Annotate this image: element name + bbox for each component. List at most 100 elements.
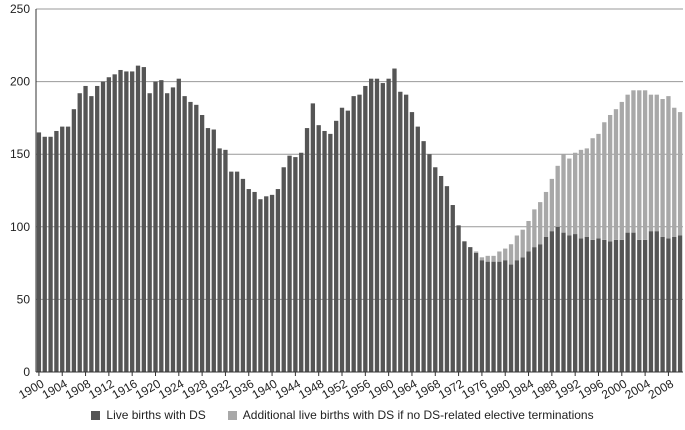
- bar: [65, 126, 71, 372]
- bar: [497, 251, 502, 262]
- y-tick-label: 50: [17, 292, 31, 306]
- bar: [538, 202, 543, 245]
- legend-label: Additional live births with DS if no DS-…: [242, 408, 594, 422]
- bar: [543, 236, 549, 372]
- bar: [322, 130, 327, 372]
- bar: [584, 148, 589, 237]
- bar: [468, 247, 473, 372]
- bar: [205, 128, 211, 372]
- bar: [479, 260, 485, 372]
- y-tick-label: 100: [10, 220, 30, 234]
- bar: [532, 209, 537, 248]
- bar: [42, 136, 47, 372]
- bar: [456, 225, 461, 372]
- bar: [473, 251, 479, 253]
- bar: [176, 78, 181, 373]
- bar: [561, 154, 566, 233]
- bar: [520, 229, 525, 258]
- bar: [380, 83, 385, 372]
- bar: [240, 178, 246, 372]
- bar: [479, 257, 485, 261]
- bar: [264, 196, 269, 372]
- bar: [369, 78, 374, 373]
- bar: [532, 247, 537, 372]
- y-tick-label: 250: [10, 2, 30, 16]
- bar: [374, 78, 380, 373]
- bar: [520, 257, 525, 372]
- bar: [310, 103, 316, 372]
- bar: [211, 129, 216, 372]
- bar: [269, 194, 275, 372]
- bar: [602, 122, 607, 240]
- bar: [258, 199, 263, 372]
- bar: [287, 155, 292, 372]
- bar: [299, 152, 304, 372]
- bar: [147, 93, 152, 372]
- bar: [666, 238, 671, 372]
- y-tick-label: 0: [23, 365, 30, 379]
- bar: [555, 226, 560, 372]
- bar: [648, 231, 654, 372]
- bar: [462, 241, 467, 372]
- bar: [648, 94, 654, 232]
- bar: [619, 239, 624, 372]
- bar: [654, 94, 659, 232]
- bar: [590, 239, 595, 372]
- legend-item: Additional live births with DS if no DS-…: [227, 408, 594, 422]
- x-tick-label: 2008: [646, 376, 676, 402]
- bar: [549, 231, 555, 372]
- bar: [83, 85, 88, 373]
- bar: [596, 133, 601, 239]
- bar: [135, 65, 141, 373]
- bar: [229, 171, 234, 372]
- bar: [514, 260, 520, 372]
- bar: [339, 107, 345, 373]
- bar: [427, 154, 432, 372]
- bar: [153, 81, 158, 372]
- chart: 0501001502002501900190419081912191619201…: [10, 2, 683, 402]
- bar: [89, 96, 94, 373]
- bar: [508, 244, 514, 265]
- bar: [567, 158, 572, 236]
- bar: [473, 252, 479, 372]
- bar: [112, 74, 117, 372]
- legend: Live births with DS Additional live birth…: [0, 408, 685, 422]
- bar: [538, 244, 543, 372]
- bar: [578, 149, 584, 239]
- bar: [60, 126, 65, 372]
- bar: [491, 255, 496, 262]
- bar: [526, 220, 531, 252]
- bar: [444, 186, 450, 372]
- bar: [573, 234, 578, 372]
- bar: [363, 85, 368, 373]
- bar: [217, 148, 222, 372]
- bar: [124, 71, 129, 372]
- legend-label: Live births with DS: [106, 408, 206, 422]
- bar: [234, 171, 240, 372]
- bar: [637, 239, 642, 372]
- bar: [660, 99, 665, 237]
- bar: [573, 152, 578, 235]
- bar: [607, 241, 613, 372]
- bar: [170, 87, 176, 373]
- bar: [199, 114, 205, 372]
- y-tick-label: 150: [10, 147, 30, 161]
- bar: [637, 90, 642, 240]
- bar: [159, 80, 164, 372]
- bar: [590, 138, 595, 240]
- bar: [304, 128, 310, 372]
- bar: [619, 101, 624, 240]
- bar: [503, 248, 508, 261]
- legend-swatch: [91, 411, 101, 420]
- bar: [252, 191, 257, 372]
- bar: [275, 189, 281, 372]
- bar: [345, 110, 350, 372]
- bar: [503, 260, 508, 372]
- bar: [95, 85, 100, 373]
- bar: [666, 96, 671, 239]
- bar: [392, 68, 397, 373]
- bar: [141, 67, 146, 372]
- bar: [549, 178, 555, 232]
- bar: [398, 91, 403, 372]
- bar: [677, 112, 683, 236]
